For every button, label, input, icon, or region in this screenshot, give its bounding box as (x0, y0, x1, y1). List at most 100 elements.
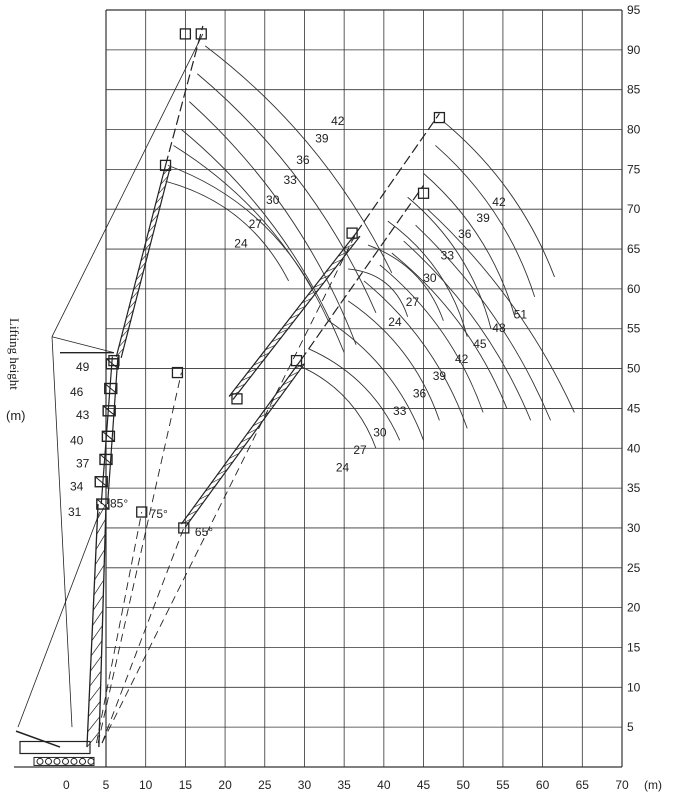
jib-head (290, 354, 303, 367)
curve-length-label: 36 (296, 153, 310, 167)
y-tick-label: 60 (627, 282, 641, 296)
y-tick-label: 90 (627, 43, 641, 57)
jib-85-lacing (118, 338, 127, 348)
y-tick-label: 5 (627, 720, 634, 734)
jib-75-curve (435, 145, 536, 298)
pendant-line (51, 336, 115, 354)
main-boom-lacing (90, 655, 102, 672)
jib-85-extension (164, 25, 204, 166)
jib-85-lacing (157, 185, 166, 195)
curve-length-label: 39 (476, 211, 490, 225)
curve-length-label: 30 (423, 271, 437, 285)
y-tick-label: 45 (627, 401, 641, 415)
y-tick-label: 95 (627, 3, 641, 17)
jib-85-lacing (121, 328, 129, 338)
pendant-line (17, 511, 101, 728)
curve-length-label: 27 (353, 443, 367, 457)
jib-65-curve (308, 348, 401, 441)
jib-65-lower-lacing (193, 502, 204, 508)
track-wheel (79, 757, 86, 765)
y-tick-label: 50 (627, 362, 641, 376)
main-boom-length-label: 37 (76, 457, 90, 471)
curve-length-label: 39 (433, 369, 447, 383)
curve-length-label: 24 (234, 237, 248, 251)
jib-75-mid-lacing (271, 337, 282, 343)
boom-head-brace (96, 498, 110, 510)
jib-85-lacing (140, 252, 149, 262)
track-wheel (62, 757, 69, 765)
x-tick-label: 60 (536, 778, 550, 792)
main-boom-lacing (88, 686, 101, 702)
main-boom-lacing (88, 701, 101, 717)
jib-65-lower-lacing (240, 436, 252, 443)
jib-65-lower-lacing (234, 444, 246, 451)
jib-head (108, 354, 120, 367)
x-tick-label: 70 (615, 778, 629, 792)
jib-head (433, 111, 446, 124)
jib-head (179, 28, 192, 40)
track-wheel (87, 757, 95, 765)
main-boom-length-label: 46 (70, 385, 84, 399)
crane-drawing (15, 25, 446, 766)
track-wheel (70, 757, 78, 765)
jib-75-mid-lacing (289, 313, 300, 319)
curve-labels: 3134374043464985°75°65°42393633302724423… (68, 114, 527, 539)
jib-65-lower-lacing (187, 510, 198, 517)
y-tick-label: 75 (627, 162, 641, 176)
x-tick-label: 55 (496, 778, 510, 792)
main-boom-length-label: 40 (70, 433, 84, 447)
curve-length-label: 30 (373, 426, 387, 440)
x-tick-label: 65 (576, 778, 590, 792)
boom-head-brace (104, 383, 118, 394)
jib-curves (165, 45, 575, 449)
boom-head (99, 453, 113, 466)
jib-85-lacing (125, 309, 134, 319)
jib-85-lacing (130, 290, 139, 300)
jib-75-curve (348, 268, 409, 317)
jib-75-mid-lacing (283, 321, 294, 327)
jib-75-mid-lacing (331, 259, 342, 265)
jib-75-mid-lacing (319, 274, 330, 281)
boom-head (102, 405, 116, 417)
curve-length-label: 33 (441, 249, 455, 263)
main-boom-length-label: 31 (68, 505, 82, 519)
x-tick-label: 30 (298, 778, 312, 792)
x-tick-label: 5 (103, 778, 110, 792)
jib-75-mid-lacing (265, 344, 276, 351)
x-tick-label: 0 (63, 778, 70, 792)
jib-65-curve (379, 264, 484, 413)
jib-75-mid (228, 232, 357, 397)
boom-angle-label: 75° (150, 507, 168, 521)
x-axis-unit: (m) (644, 778, 662, 792)
y-tick-label: 35 (627, 481, 641, 495)
jib-65-lower-lacing (246, 428, 258, 435)
boom-head-brace (94, 476, 108, 488)
y-tick-label: 85 (627, 83, 641, 97)
jib-65-lower-lacing (228, 453, 240, 459)
main-boom-lacing (92, 610, 104, 626)
boom-angle-dashed (96, 511, 143, 744)
crane-cab (19, 740, 91, 755)
jib-75-mid-lacing (343, 243, 355, 249)
x-tick-label: 35 (337, 778, 351, 792)
track-wheel (53, 757, 61, 765)
curve-length-label: 45 (473, 337, 487, 351)
boom-head-brace (99, 454, 113, 465)
track-wheel (45, 757, 52, 765)
x-tick-label: 45 (417, 778, 431, 792)
jib-85-curve (173, 145, 329, 321)
y-axis-title: Lifting height (7, 318, 22, 390)
curve-length-label: 36 (458, 227, 472, 241)
boom-angle-label: 65° (195, 525, 213, 539)
y-tick-label: 65 (627, 242, 641, 256)
jib-extension (355, 113, 440, 234)
jib-head (231, 393, 243, 405)
jib-85-lacing (150, 214, 159, 223)
jib-65-lower-lacing (199, 493, 210, 500)
jib-head (346, 227, 358, 239)
curve-length-label: 48 (492, 321, 506, 335)
jib-75-curve (367, 244, 444, 321)
main-boom-length-label: 43 (76, 408, 90, 422)
jib-75-curve (407, 196, 492, 329)
